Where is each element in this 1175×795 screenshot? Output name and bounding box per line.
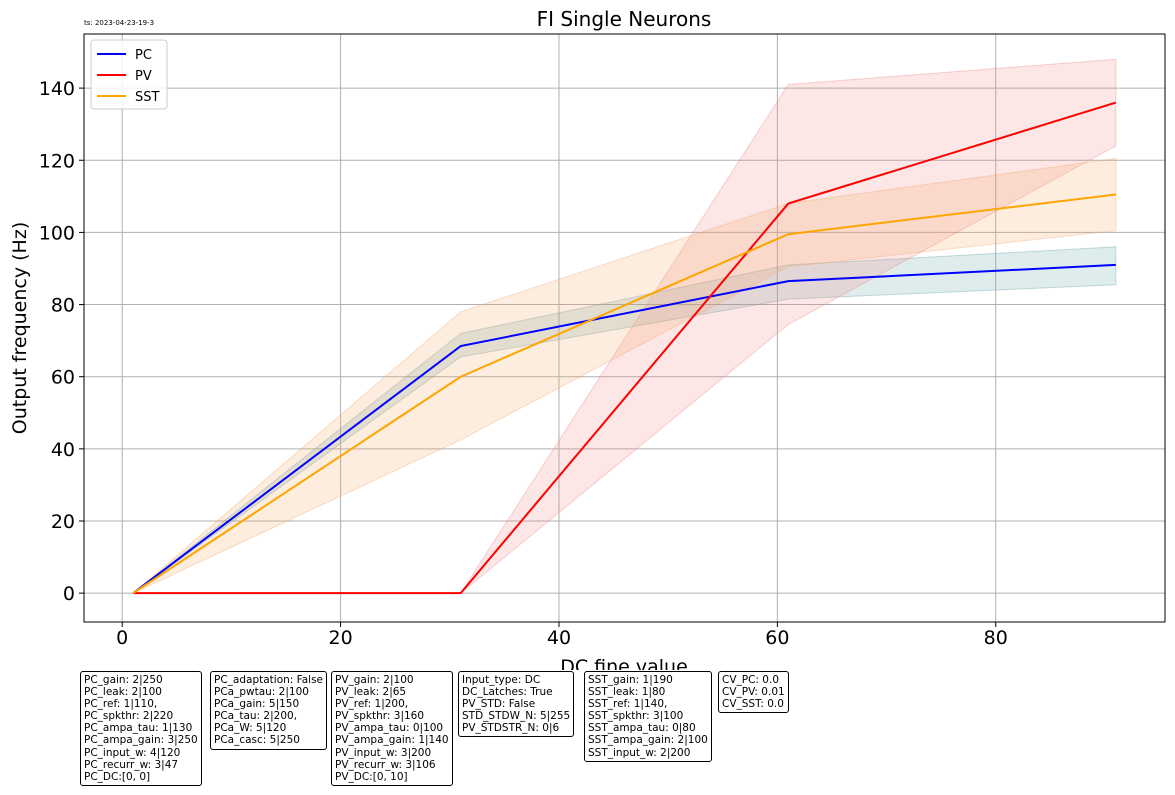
param-line: SST_ref: 1|140, — [588, 698, 668, 711]
param-line: PC_leak: 2|100 — [84, 686, 162, 699]
param-line: PCa_casc: 5|250 — [214, 734, 300, 747]
param-line: PC_ampa_tau: 1|130 — [84, 722, 193, 735]
y-tick-label: 0 — [63, 583, 75, 605]
param-line: PCa_pwtau: 2|100 — [214, 686, 309, 699]
y-tick-label: 20 — [51, 511, 75, 533]
y-tick-label: 80 — [51, 295, 75, 317]
param-line: PV_ampa_gain: 1|140 — [335, 734, 449, 747]
param-line: PV_ampa_tau: 0|100 — [335, 722, 444, 735]
fi-chart: FI Single Neurons 0 20 40 60 80 0 20 40 60 80 100… — [9, 7, 1166, 670]
param-box: PC_adaptation: False PCa_pwtau: 2|100 PCa_… — [210, 671, 328, 750]
param-line: SST_input_w: 2|200 — [588, 746, 691, 759]
param-line: SST_leak: 1|80 — [588, 686, 666, 699]
param-line: PV_input_w: 3|200 — [335, 746, 432, 759]
param-line: PV_DC:[0, 10] — [335, 770, 408, 783]
param-line: SST_ampa_tau: 0|80 — [588, 722, 696, 735]
x-tick-label: 40 — [547, 627, 571, 649]
x-tick-label: 80 — [984, 627, 1008, 649]
y-axis-label: Output frequency (Hz) — [9, 222, 31, 434]
param-line: PC_ref: 1|110, — [84, 698, 158, 711]
legend-frame — [90, 39, 168, 110]
legend-label-sst: SST — [135, 90, 160, 105]
timestamp-label: ts: 2023-04-23-19-3 — [84, 19, 155, 27]
param-line: PV_STD: False — [462, 698, 536, 711]
param-line: PC_spkthr: 2|220 — [84, 710, 174, 723]
param-line: PV_gain: 2|100 — [335, 674, 414, 686]
param-line: PCa_gain: 5|150 — [214, 698, 300, 711]
param-line: PV_STDSTR_N: 0|6 — [462, 722, 560, 735]
plot-frame — [83, 33, 1166, 623]
confidence-bands — [132, 58, 1117, 594]
param-line: PC_gain: 2|250 — [84, 674, 163, 686]
param-line: CV_SST: 0.0 — [722, 698, 784, 711]
x-tick-label: 0 — [116, 627, 128, 649]
param-line: Input_type: DC — [462, 674, 541, 686]
y-tick-label: 40 — [51, 439, 75, 461]
param-line: PCa_tau: 2|200, — [214, 710, 298, 723]
param-line: PV_spkthr: 3|160 — [335, 710, 425, 723]
y-axis-ticks: 0 20 40 60 80 100 120 140 — [39, 78, 84, 605]
line-pv — [133, 101, 1117, 595]
param-line: CV_PC: 0.0 — [722, 674, 780, 686]
x-tick-label: 60 — [765, 627, 789, 649]
param-line: PC_ampa_gain: 3|250 — [84, 734, 198, 747]
param-line: SST_ampa_gain: 2|100 — [588, 734, 708, 747]
x-tick-label: 20 — [329, 627, 353, 649]
param-box: SST_gain: 1|190 SST_leak: 1|80 SST_ref: 1|… — [584, 671, 712, 762]
param-line: PC_DC:[0, 0] — [84, 770, 151, 783]
param-line: DC_Latches: True — [462, 686, 553, 699]
y-tick-label: 120 — [39, 150, 75, 172]
legend: PC PV SST — [90, 39, 168, 110]
y-tick-label: 100 — [39, 222, 75, 244]
x-axis-ticks: 0 20 40 60 80 — [116, 622, 1008, 649]
param-line: PC_recurr_w: 3|47 — [84, 758, 179, 771]
param-box: CV_PC: 0.0 CV_PV: 0.01 CV_SST: 0.0 — [718, 671, 789, 714]
param-line: PV_recurr_w: 3|106 — [335, 758, 436, 771]
line-pc — [132, 263, 1116, 594]
y-tick-label: 140 — [39, 78, 75, 100]
param-line: SST_spkthr: 3|100 — [588, 710, 684, 723]
line-sst — [132, 193, 1116, 594]
param-line: PC_input_w: 4|120 — [84, 746, 181, 759]
y-tick-label: 60 — [51, 367, 75, 389]
legend-label-pc: PC — [135, 48, 152, 63]
param-box: PC_gain: 2|250 PC_leak: 2|100 PC_ref: 1|11… — [80, 671, 202, 786]
param-line: PC_adaptation: False — [214, 674, 324, 686]
param-box: Input_type: DC DC_Latches: True PV_STD: Fa… — [458, 671, 575, 738]
series-lines — [132, 101, 1117, 595]
x-axis-label: DC fine value — [560, 656, 688, 670]
param-line: PV_ref: 1|200, — [335, 698, 409, 711]
param-line: STD_STDW_N: 5|255 — [462, 710, 571, 723]
param-line: SST_gain: 1|190 — [588, 674, 673, 686]
param-line: PCa_W: 5|120 — [214, 722, 287, 735]
param-line: CV_PV: 0.01 — [722, 686, 785, 699]
param-box: PV_gain: 2|100 PV_leak: 2|65 PV_ref: 1|200… — [331, 671, 453, 786]
param-line: PV_leak: 2|65 — [335, 686, 407, 699]
legend-label-pv: PV — [135, 69, 152, 84]
chart-title: FI Single Neurons — [537, 7, 712, 31]
